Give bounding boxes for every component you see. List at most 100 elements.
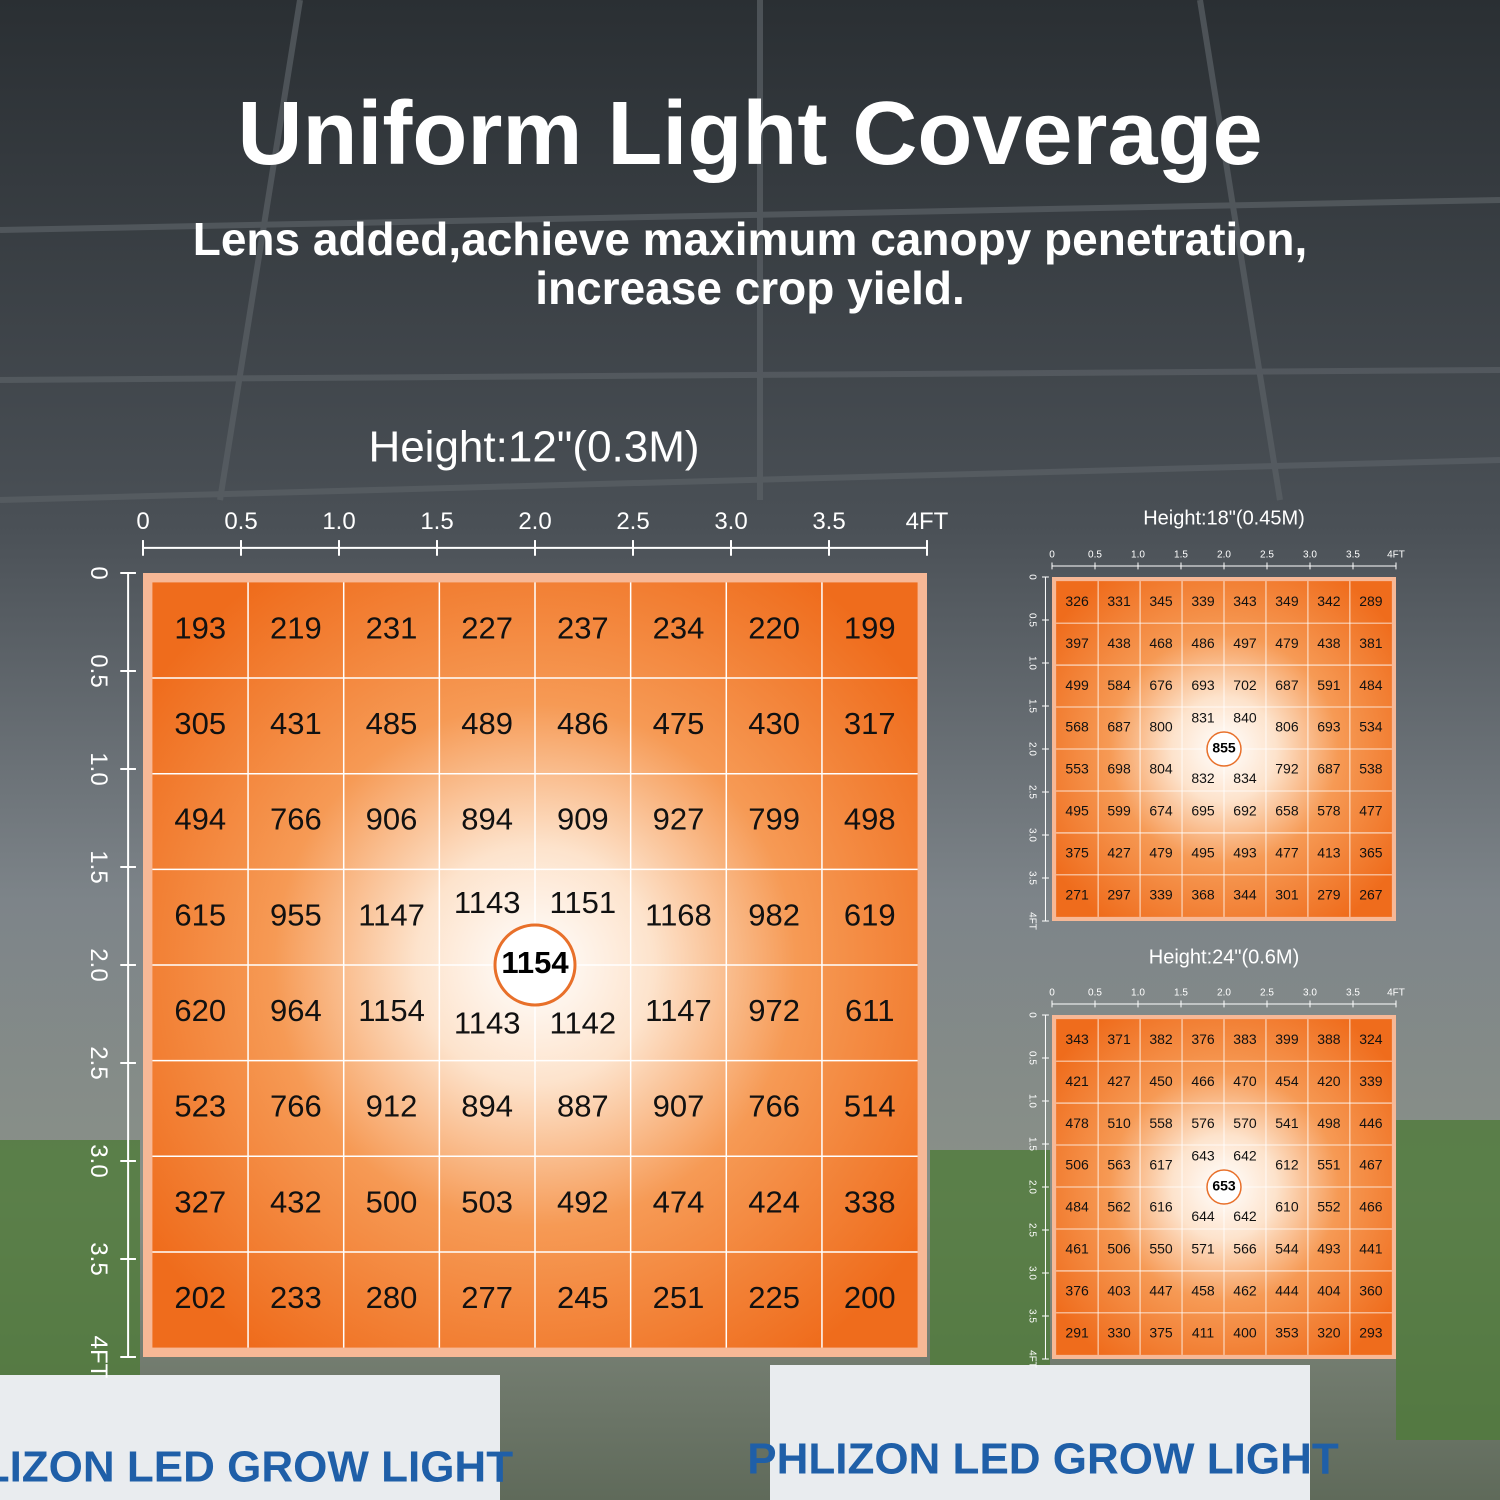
x-tick-label: 3.5 [1346,988,1360,999]
cell-value: 400 [1233,1325,1257,1341]
x-tick-label: 3.0 [1303,550,1317,561]
cell-value: 324 [1359,1031,1383,1047]
cell-value: 382 [1149,1031,1173,1047]
cell-value: 411 [1192,1325,1215,1341]
cell-value: 427 [1107,1073,1131,1089]
cell-value: 432 [270,1184,322,1219]
greenhouse-structure [0,0,1500,503]
x-tick-label: 4FT [1387,988,1405,999]
cell-value: 462 [1233,1283,1257,1299]
x-tick-label: 3.0 [1303,988,1317,999]
x-tick-label: 1.0 [1131,550,1145,561]
cell-value: 1151 [549,885,616,920]
cell-value: 563 [1107,1157,1131,1173]
cell-value: 466 [1359,1199,1383,1215]
cell-value: 799 [748,802,800,837]
cell-value: 644 [1191,1208,1215,1224]
cell-value: 327 [174,1184,226,1219]
cell-value: 289 [1359,593,1383,609]
y-tick-label: 4FT [1026,1350,1037,1368]
cell-value: 693 [1317,719,1341,735]
cell-value: 219 [270,610,322,645]
center-marker [493,923,577,1007]
center-value: 855 [1212,740,1236,756]
cell-value: 331 [1107,593,1131,609]
x-tick-label: 4FT [1387,550,1405,561]
cell-value: 338 [844,1184,896,1219]
x-tick-label: 0.5 [1088,550,1102,561]
cell-value: 403 [1107,1283,1131,1299]
y-tick-label: 3.5 [1026,1309,1037,1323]
cell-value: 568 [1065,719,1089,735]
cell-value: 912 [366,1089,418,1124]
cell-value: 498 [1317,1115,1341,1131]
cell-value: 693 [1191,677,1215,693]
cell-value: 832 [1191,770,1215,786]
cell-value: 291 [1065,1325,1089,1341]
cell-value: 326 [1065,593,1089,609]
cell-value: 558 [1149,1115,1173,1131]
x-tick-label: 2.0 [1217,988,1231,999]
x-tick-label: 2.5 [616,508,649,535]
cell-value: 523 [174,1089,226,1124]
cell-value: 972 [748,993,800,1028]
cell-value: 503 [461,1184,513,1219]
cell-value: 658 [1275,803,1299,819]
cell-value: 271 [1065,887,1089,903]
x-tick-label: 2.5 [1260,550,1274,561]
cell-value: 470 [1233,1073,1257,1089]
banner: PHLIZON LED GROW LIGHT [747,1435,1339,1484]
cell-value: 447 [1149,1283,1173,1299]
cell-value: 383 [1233,1031,1257,1047]
cell-value: 399 [1275,1031,1299,1047]
cell-value: 506 [1065,1157,1089,1173]
cell-value: 486 [557,706,609,741]
cell-value: 458 [1191,1283,1215,1299]
y-tick-label: 2.0 [1026,1180,1037,1194]
x-tick-label: 0.5 [1088,988,1102,999]
cell-value: 330 [1107,1325,1131,1341]
cell-value: 1168 [645,897,712,932]
cell-value: 1143 [454,1005,521,1040]
cell-value: 907 [653,1089,705,1124]
subtitle: Lens added,achieve maximum canopy penetr… [193,213,1308,265]
cell-value: 792 [1275,761,1299,777]
cell-value: 493 [1317,1241,1341,1257]
cell-value: 339 [1149,887,1173,903]
cell-value: 552 [1317,1199,1341,1215]
cell-value: 494 [174,802,226,837]
cell-value: 279 [1317,887,1341,903]
cell-value: 806 [1275,719,1299,735]
cell-value: 702 [1233,677,1257,693]
cell-value: 698 [1107,761,1131,777]
cell-value: 766 [270,1089,322,1124]
cell-value: 553 [1065,761,1089,777]
cell-value: 894 [461,1089,513,1124]
cell-value: 578 [1317,803,1341,819]
cell-value: 485 [366,706,418,741]
cell-value: 343 [1233,593,1257,609]
cell-value: 495 [1191,845,1215,861]
cell-value: 642 [1233,1147,1257,1163]
subtitle: increase crop yield. [535,262,965,314]
cell-value: 804 [1149,761,1173,777]
cell-value: 766 [270,802,322,837]
cell-value: 692 [1233,803,1257,819]
cell-value: 251 [653,1280,705,1315]
cell-value: 1147 [645,993,712,1028]
cell-value: 486 [1191,635,1215,651]
cell-value: 466 [1191,1073,1215,1089]
cell-value: 345 [1149,593,1173,609]
cell-value: 584 [1107,677,1131,693]
cell-value: 349 [1275,593,1299,609]
cell-value: 375 [1065,845,1089,861]
cell-value: 245 [557,1280,609,1315]
cell-value: 234 [653,610,705,645]
cell-value: 616 [1149,1199,1173,1215]
cell-value: 599 [1107,803,1131,819]
cell-value: 225 [748,1280,800,1315]
cell-value: 1142 [549,1005,616,1040]
cell-value: 676 [1149,677,1173,693]
cell-value: 479 [1149,845,1173,861]
x-tick-label: 1.0 [1131,988,1145,999]
